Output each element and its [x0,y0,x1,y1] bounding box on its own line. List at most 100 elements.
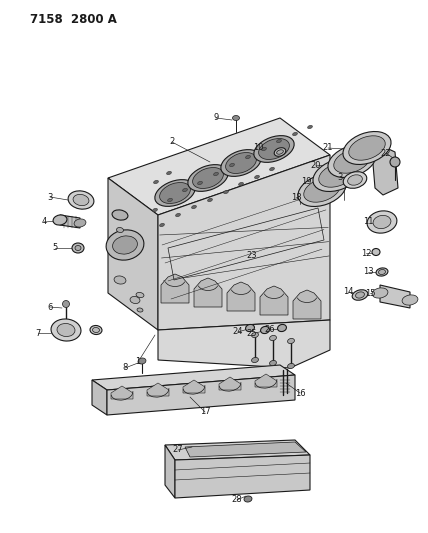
Text: 1: 1 [135,358,141,367]
Ellipse shape [136,293,144,297]
Text: 25: 25 [247,329,257,338]
Polygon shape [185,442,306,457]
Polygon shape [92,380,107,415]
Ellipse shape [293,132,297,136]
Text: 12: 12 [361,248,371,257]
Ellipse shape [343,172,367,188]
Ellipse shape [229,163,235,167]
Text: 14: 14 [343,287,353,296]
Ellipse shape [334,149,370,173]
Text: 3: 3 [48,192,53,201]
Ellipse shape [155,180,195,206]
Ellipse shape [90,326,102,335]
Ellipse shape [372,288,388,298]
Text: 11: 11 [363,217,373,227]
Ellipse shape [262,147,266,151]
Ellipse shape [192,205,196,208]
Polygon shape [175,455,310,498]
Ellipse shape [112,210,128,220]
Ellipse shape [252,358,259,362]
Ellipse shape [352,290,368,300]
Text: 22: 22 [381,149,391,157]
Ellipse shape [378,270,386,274]
Ellipse shape [349,136,385,160]
Text: 3: 3 [337,174,343,182]
Ellipse shape [313,158,361,191]
Ellipse shape [130,296,140,304]
Ellipse shape [390,157,400,167]
Text: 20: 20 [311,161,321,171]
Ellipse shape [252,333,259,337]
Ellipse shape [373,215,391,229]
Ellipse shape [232,116,240,120]
Ellipse shape [367,211,397,233]
Polygon shape [372,145,398,195]
Polygon shape [260,286,288,315]
Ellipse shape [183,188,187,192]
Polygon shape [107,375,295,415]
Ellipse shape [255,175,259,179]
Text: 13: 13 [363,268,373,277]
Ellipse shape [288,338,294,344]
Text: 16: 16 [295,389,305,398]
Polygon shape [108,178,158,330]
Ellipse shape [308,125,312,128]
Text: 6: 6 [48,303,53,311]
Ellipse shape [214,172,218,176]
Ellipse shape [113,236,137,254]
Ellipse shape [276,139,281,143]
Ellipse shape [223,190,229,193]
Text: 10: 10 [253,143,263,152]
Polygon shape [147,383,169,396]
Ellipse shape [356,292,364,298]
Text: 28: 28 [232,496,242,505]
Polygon shape [165,440,310,460]
Ellipse shape [402,295,418,305]
Ellipse shape [208,198,212,201]
Text: 9: 9 [214,114,219,123]
Ellipse shape [75,246,81,251]
Ellipse shape [348,175,363,185]
Text: 7: 7 [36,328,41,337]
Text: 8: 8 [122,364,128,373]
Ellipse shape [270,335,276,341]
Ellipse shape [304,178,340,202]
Text: 17: 17 [200,408,210,416]
Ellipse shape [193,167,223,189]
Polygon shape [165,445,175,498]
Polygon shape [158,320,330,368]
Ellipse shape [270,167,274,171]
Ellipse shape [62,301,69,308]
Ellipse shape [114,276,126,284]
Ellipse shape [74,219,86,227]
Ellipse shape [92,327,99,333]
Polygon shape [92,365,295,390]
Ellipse shape [259,139,289,159]
Ellipse shape [68,191,94,209]
Polygon shape [293,290,321,319]
Polygon shape [380,285,410,308]
Polygon shape [60,215,80,228]
Ellipse shape [244,496,252,502]
Ellipse shape [106,230,144,260]
Ellipse shape [168,198,172,201]
Text: 19: 19 [301,177,311,187]
Text: 27: 27 [172,446,183,455]
Text: 21: 21 [323,143,333,152]
Ellipse shape [72,243,84,253]
Ellipse shape [246,325,254,332]
Ellipse shape [261,326,270,334]
Ellipse shape [160,182,190,204]
Polygon shape [161,274,189,303]
Ellipse shape [154,180,158,184]
Ellipse shape [51,319,81,341]
Ellipse shape [160,223,164,227]
Polygon shape [111,386,133,399]
Ellipse shape [226,152,256,173]
Ellipse shape [137,308,143,312]
Ellipse shape [116,228,123,232]
Ellipse shape [319,163,355,187]
Polygon shape [183,380,205,393]
Polygon shape [219,377,241,390]
Ellipse shape [276,150,283,154]
